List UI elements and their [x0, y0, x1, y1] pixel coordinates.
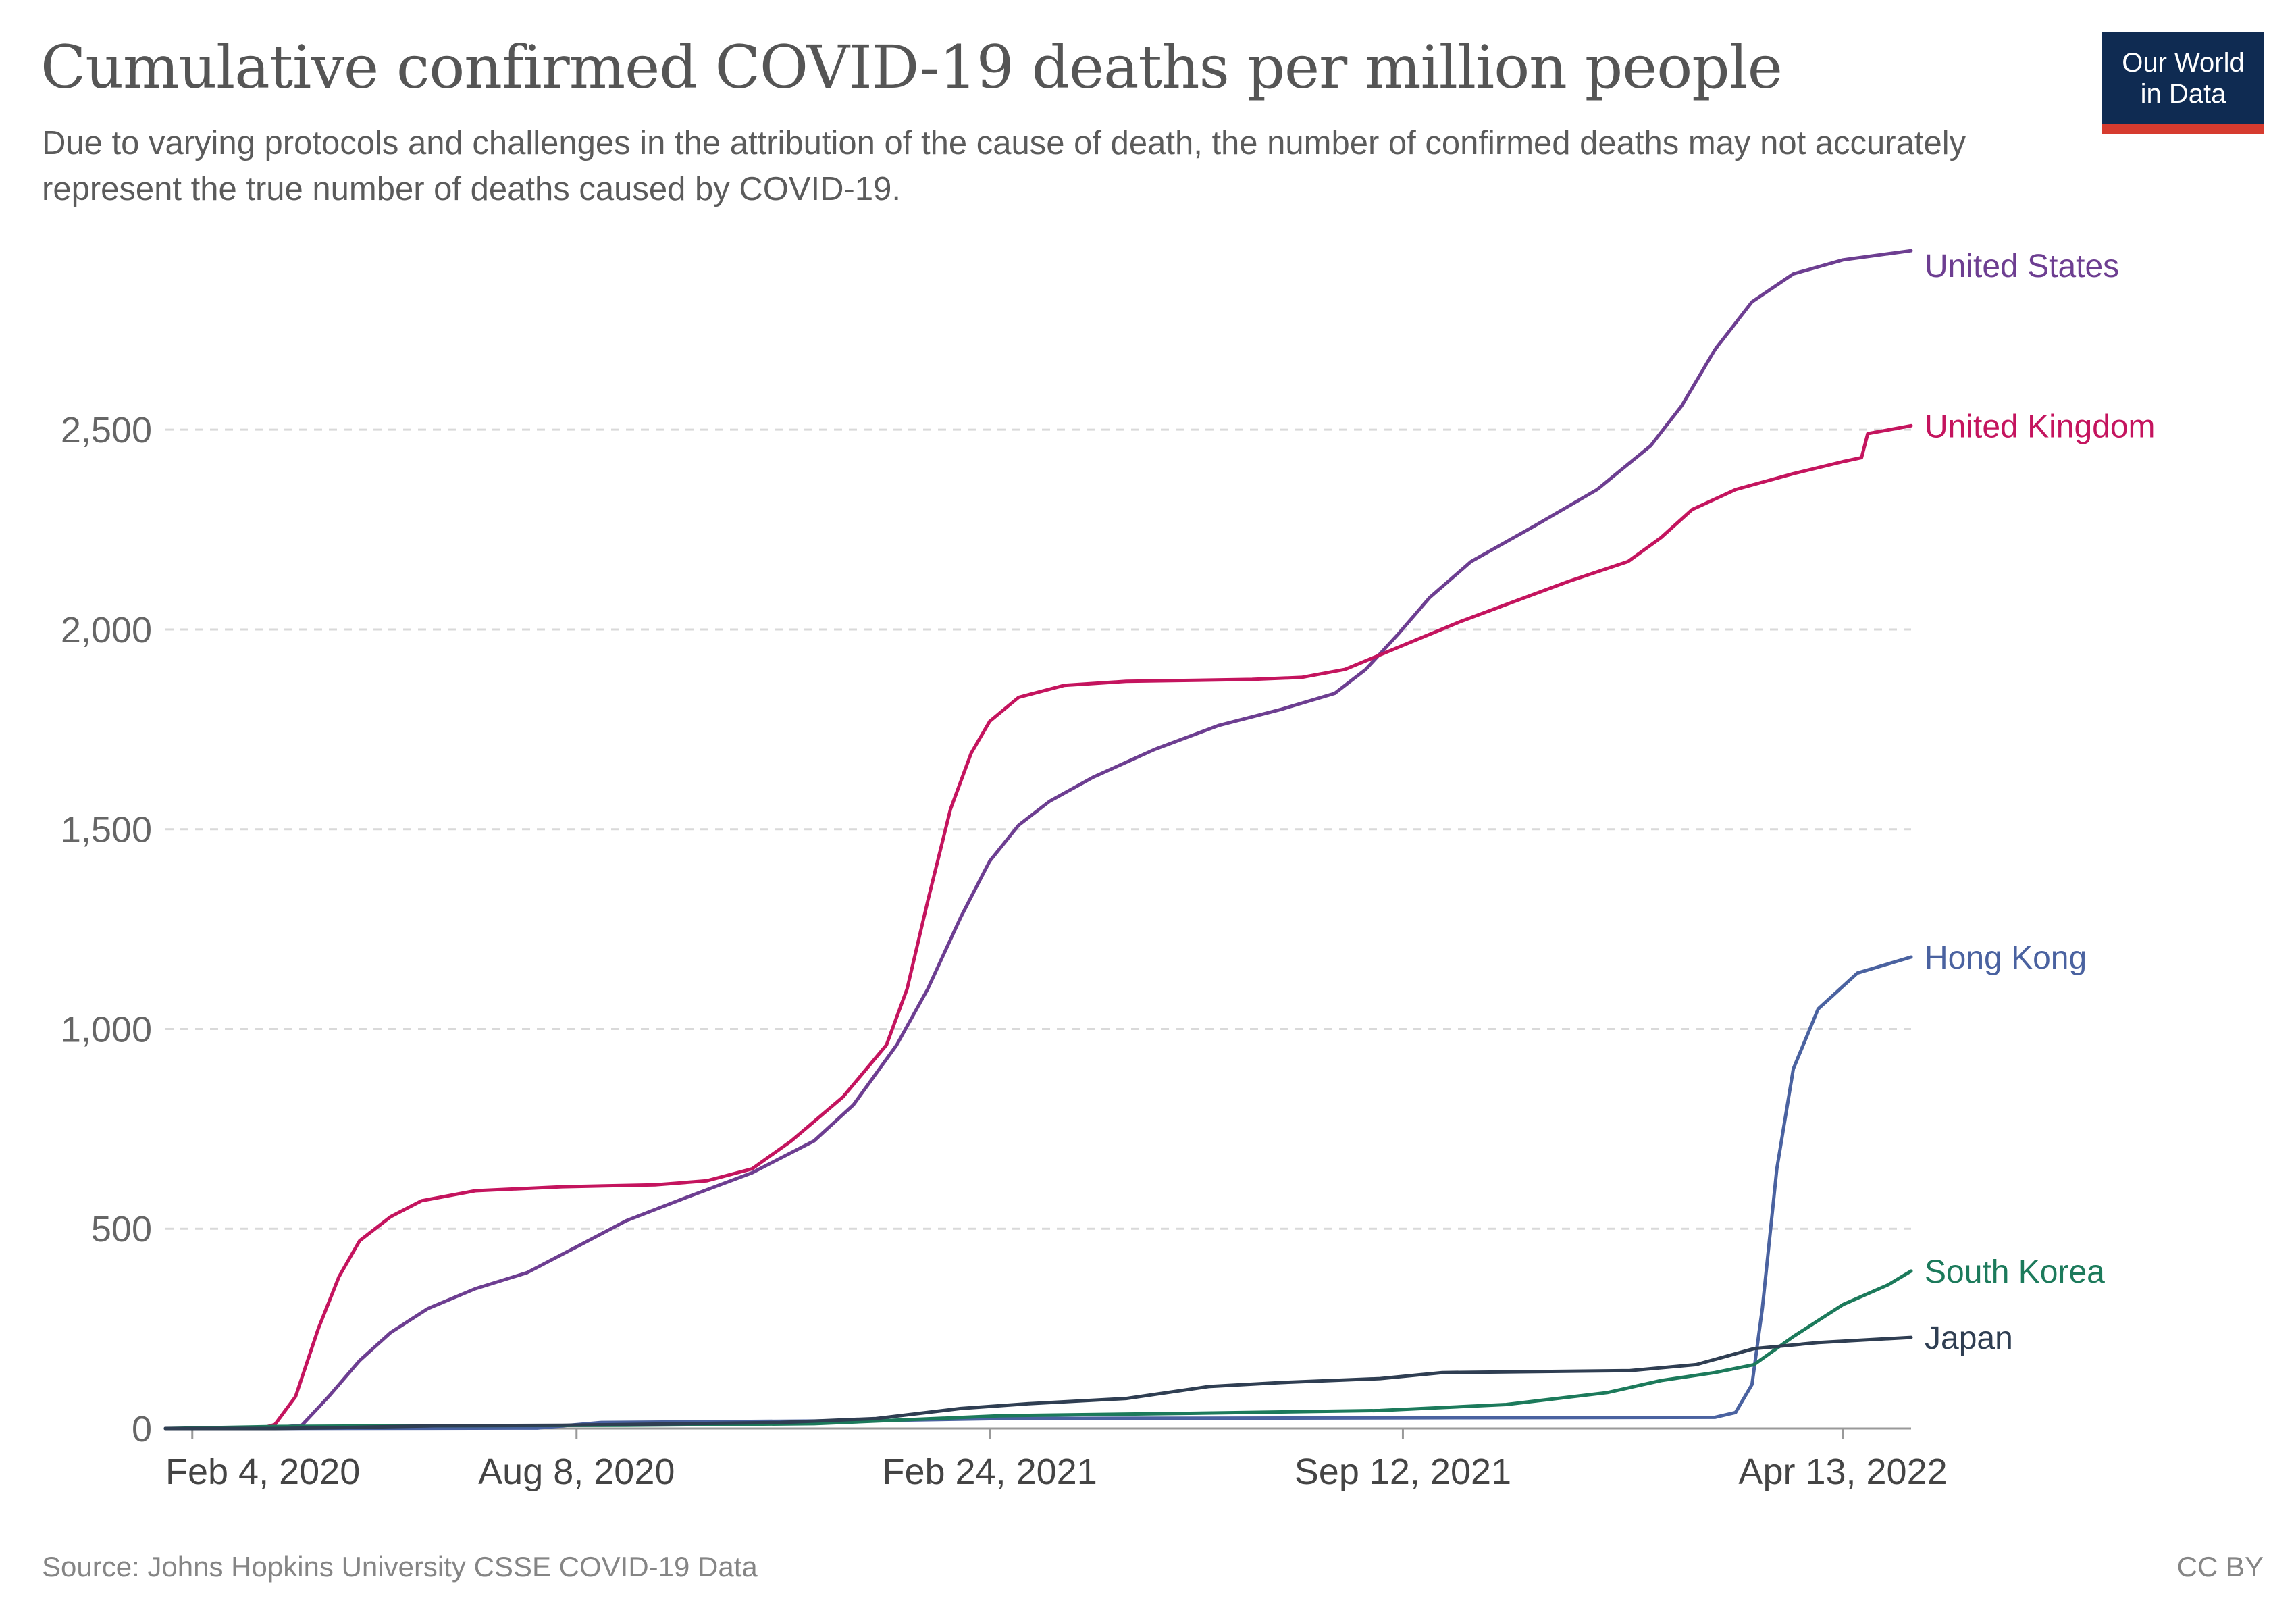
license-link[interactable]: CC BY [2176, 1551, 2264, 1583]
chart-subtitle: Due to varying protocols and challenges … [42, 125, 1966, 207]
gridlines [165, 428, 1911, 1230]
series-label-japan: Japan [1925, 1320, 2013, 1356]
series-labels: United States United Kingdom Hong Kong Sout… [1925, 249, 2156, 1356]
series-label-hong-kong: Hong Kong [1925, 940, 2087, 976]
logo-accent-bar [2102, 124, 2264, 134]
x-tick-label: Aug 8, 2020 [478, 1451, 675, 1492]
logo-line-1: Our World [2122, 48, 2245, 78]
x-tick-label: Feb 4, 2020 [165, 1451, 360, 1492]
y-tick-label: 500 [91, 1209, 152, 1250]
x-axis: Feb 4, 2020 Aug 8, 2020 Feb 24, 2021 Sep 12… [165, 1427, 1948, 1492]
y-tick-label: 1,000 [61, 1009, 152, 1050]
chart-title: Cumulative confirmed COVID-19 deaths per… [41, 32, 1783, 102]
series-lines [163, 249, 1913, 1431]
y-tick-label: 1,500 [61, 810, 152, 850]
series-line-hong-kong [163, 955, 1913, 1431]
series-line-united-states [163, 249, 1913, 1431]
series-line-united-kingdom [163, 423, 1913, 1431]
source-note: Source: Johns Hopkins University CSSE CO… [42, 1551, 758, 1583]
y-tick-label: 0 [132, 1409, 152, 1449]
y-tick-label: 2,500 [61, 410, 152, 451]
series-label-south-korea: South Korea [1925, 1254, 2105, 1290]
owid-logo[interactable]: Our World in Data [2102, 32, 2264, 134]
y-tick-label: 2,000 [61, 610, 152, 650]
y-axis-ticks: 0 500 1,000 1,500 2,000 2,500 [61, 410, 152, 1449]
series-line-japan [163, 1335, 1913, 1431]
x-tick-label: Feb 24, 2021 [882, 1451, 1097, 1492]
series-label-united-kingdom: United Kingdom [1925, 409, 2156, 444]
logo-line-2: in Data [2140, 79, 2226, 109]
series-label-united-states: United States [1925, 249, 2119, 284]
x-tick-label: Apr 13, 2022 [1738, 1451, 1947, 1492]
x-tick-label: Sep 12, 2021 [1295, 1451, 1511, 1492]
